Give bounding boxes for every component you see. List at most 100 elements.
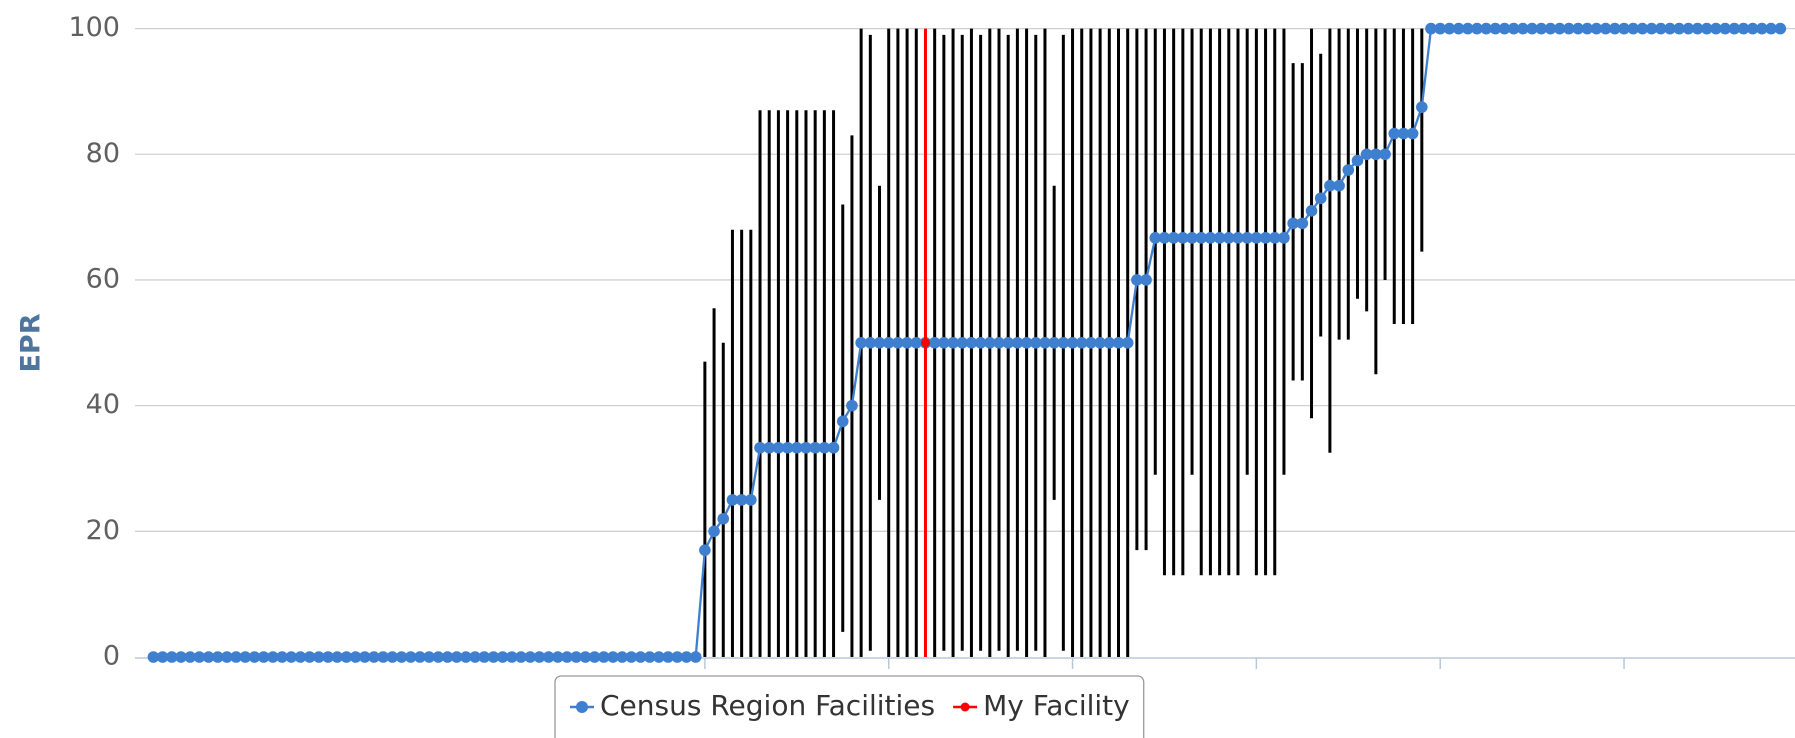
point-marker [1452,22,1465,35]
point-marker [1048,337,1060,349]
point-marker [1746,22,1759,35]
point-marker [993,337,1005,349]
legend-symbol-marker [576,701,588,713]
point-marker [1416,101,1428,113]
point-marker [1397,127,1410,140]
point-marker [1250,232,1263,244]
point-marker [1590,22,1603,35]
point-marker [763,441,776,454]
point-marker [1765,22,1777,35]
point-marker [377,651,389,663]
point-marker [1728,22,1741,35]
point-marker [1535,22,1548,35]
point-marker [349,651,362,663]
point-marker [1195,232,1208,244]
point-marker [496,651,509,663]
point-marker [1351,154,1364,167]
point-marker [524,651,537,663]
point-marker [1278,232,1290,244]
point-marker [469,651,481,663]
point-marker [175,651,187,663]
point-marker [689,651,702,663]
point-marker [1140,274,1152,286]
point-marker [1094,337,1106,349]
point-marker [211,651,224,663]
point-marker [920,338,930,348]
point-marker [230,651,242,663]
point-marker [1011,337,1024,349]
point-marker [506,651,518,663]
point-marker [1360,148,1373,161]
point-marker [202,651,215,663]
point-marker [1480,22,1492,35]
point-marker [1526,22,1538,35]
y-axis-title: EPR [16,313,47,372]
point-marker [1627,22,1640,35]
point-marker [873,337,886,349]
point-marker [1029,337,1042,349]
point-marker [1112,337,1125,349]
point-marker [285,651,298,663]
point-marker [671,651,684,663]
point-marker [607,651,619,663]
point-marker [579,651,592,663]
point-marker [1700,22,1713,35]
point-marker [1222,232,1235,244]
point-marker [1719,22,1731,35]
point-marker [193,651,206,663]
point-marker [717,512,730,525]
legend-entry: Census Region Facilities [600,689,935,722]
point-marker [745,494,757,506]
point-marker [818,441,831,454]
point-marker [653,651,665,663]
y-tick-label: 100 [68,12,120,43]
point-marker [395,651,408,663]
point-marker [303,651,316,663]
point-marker [1057,337,1070,349]
point-marker [1158,232,1171,244]
point-marker [368,651,380,663]
point-marker [1673,22,1685,35]
point-marker [1489,22,1502,35]
point-marker [984,337,996,349]
point-marker [597,651,610,663]
point-marker [478,651,491,663]
point-marker [680,651,693,663]
point-marker [147,651,160,663]
point-marker [184,651,196,663]
point-marker [892,337,904,349]
point-marker [1710,22,1722,35]
point-marker [1066,337,1079,349]
point-marker [827,441,840,454]
point-marker [928,337,941,349]
point-marker [239,651,252,663]
point-marker [340,651,353,663]
point-marker [754,441,766,454]
point-marker [790,441,803,454]
point-marker [1287,217,1299,230]
y-tick-label: 0 [103,641,120,672]
point-marker [1507,22,1520,35]
point-marker [846,399,858,412]
y-tick-label: 60 [86,263,120,294]
point-marker [1553,22,1566,35]
point-marker [1645,22,1658,35]
point-marker [956,337,969,349]
point-marker [1737,22,1750,35]
point-marker [570,651,582,663]
point-marker [1103,337,1116,349]
point-marker [552,651,564,663]
point-marker [735,494,748,506]
point-marker [772,441,785,454]
point-marker [1682,22,1695,35]
point-marker [1149,232,1162,244]
legend-box [554,675,1145,738]
point-marker [1324,179,1336,192]
point-marker [1609,22,1621,35]
point-marker [156,651,169,663]
point-marker [1259,232,1272,244]
point-marker [294,651,307,663]
point-marker [1756,22,1768,35]
point-marker [1204,232,1217,244]
